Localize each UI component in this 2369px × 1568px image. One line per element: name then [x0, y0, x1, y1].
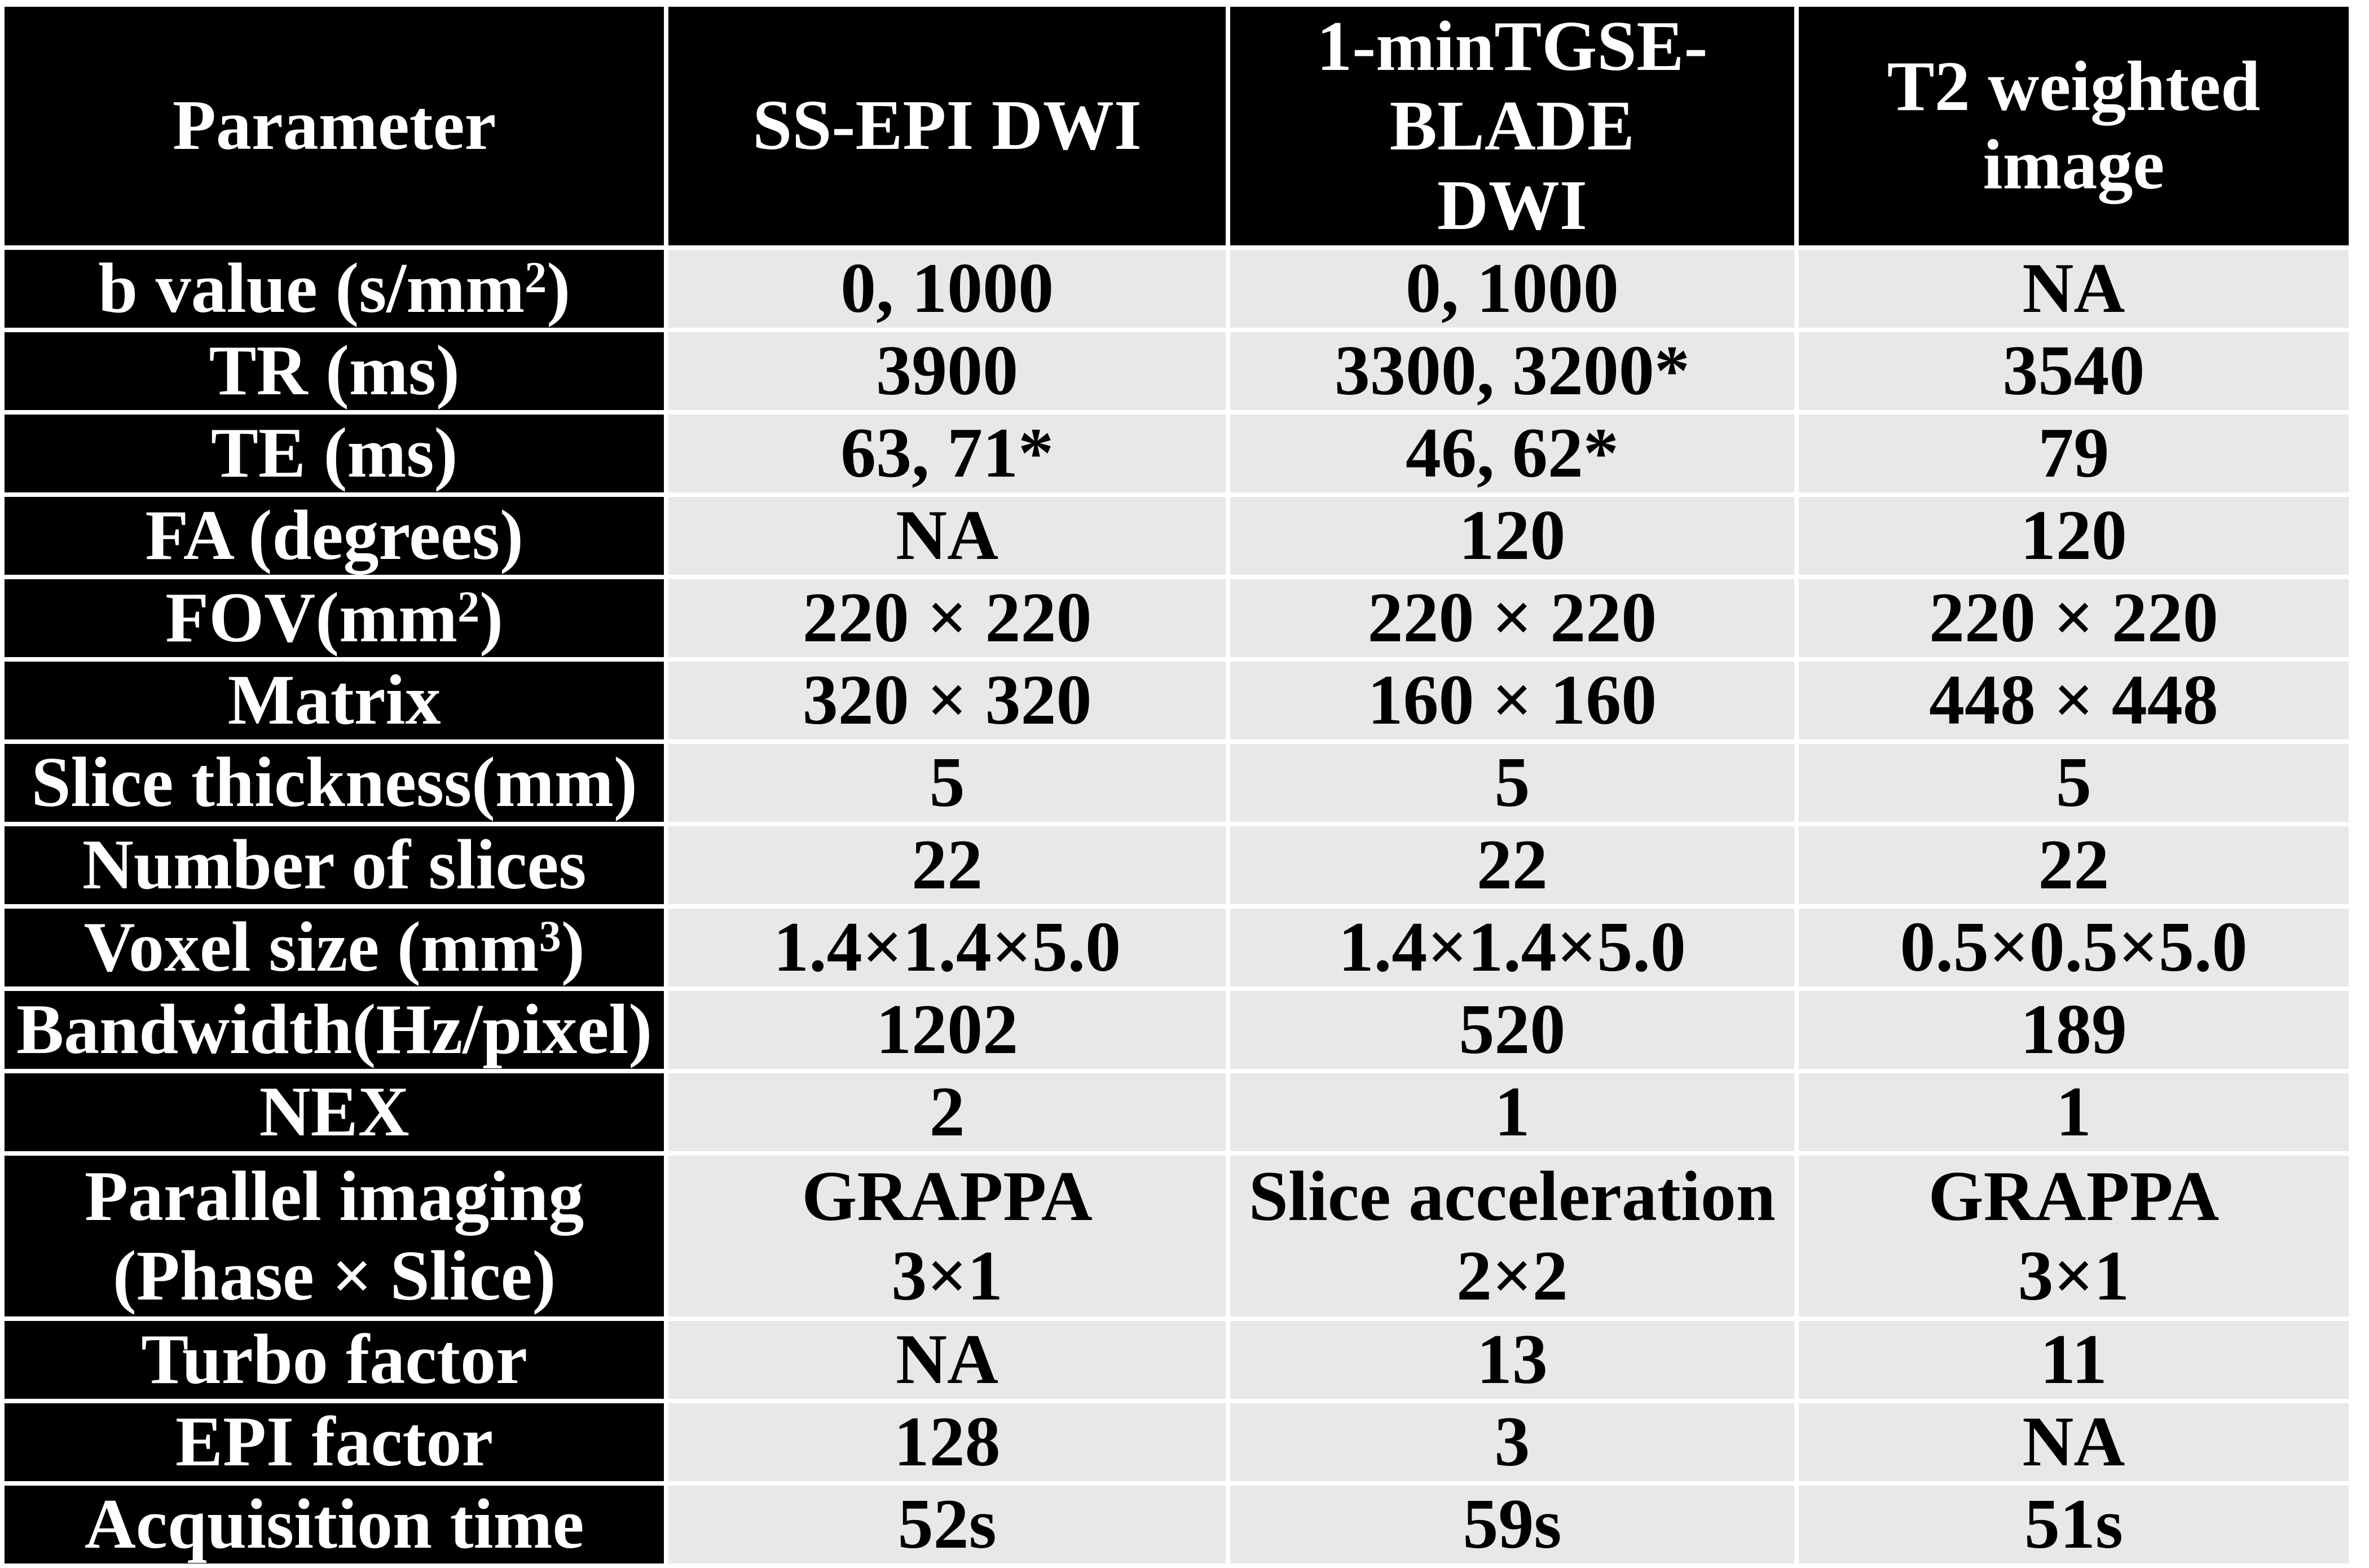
param-label: Parallel imaging (Phase × Slice) [5, 1156, 664, 1317]
value-cell: 1.4×1.4×5.0 [668, 909, 1226, 987]
row-fov: FOV(mm2) 220 × 220 220 × 220 220 × 220 [5, 579, 2349, 658]
value-cell: 22 [1230, 826, 1794, 905]
value-cell: 3300, 3200* [1230, 332, 1794, 411]
row-matrix: Matrix 320 × 320 160 × 160 448 × 448 [5, 662, 2349, 740]
value-cell: NA [1798, 1403, 2349, 1482]
value-cell: 5 [1230, 744, 1794, 822]
value-cell: 448 × 448 [1798, 662, 2349, 740]
value-cell: 320 × 320 [668, 662, 1226, 740]
param-label: TE (ms) [5, 415, 664, 493]
value-cell: 2 [668, 1073, 1226, 1152]
value-cell: 189 [1798, 991, 2349, 1069]
value-cell: Slice acceleration 2×2 [1230, 1156, 1794, 1317]
row-epi-factor: EPI factor 128 3 NA [5, 1403, 2349, 1482]
value-cell: 3900 [668, 332, 1226, 411]
value-cell: 1202 [668, 991, 1226, 1069]
value-cell: 63, 71* [668, 415, 1226, 493]
param-label: NEX [5, 1073, 664, 1152]
value-cell: 3 [1230, 1403, 1794, 1482]
value-cell: 52s [668, 1486, 1226, 1564]
row-turbo-factor: Turbo factor NA 13 11 [5, 1321, 2349, 1399]
row-number-of-slices: Number of slices 22 22 22 [5, 826, 2349, 905]
value-cell: 220 × 220 [1230, 579, 1794, 658]
row-fa: FA (degrees) NA 120 120 [5, 497, 2349, 575]
value-cell: 120 [1230, 497, 1794, 575]
param-label: b value (s/mm2) [5, 250, 664, 328]
param-label: Matrix [5, 662, 664, 740]
header-line-1: 1-minTGSE-BLADE [1316, 7, 1708, 166]
value-cell: 1 [1798, 1073, 2349, 1152]
value-cell: 220 × 220 [1798, 579, 2349, 658]
row-tr: TR (ms) 3900 3300, 3200* 3540 [5, 332, 2349, 411]
value-cell: 1.4×1.4×5.0 [1230, 909, 1794, 987]
value-cell: GRAPPA 3×1 [668, 1156, 1226, 1317]
value-cell: 5 [668, 744, 1226, 822]
header-line-2: DWI [1437, 166, 1587, 245]
header-row: Parameter SS-EPI DWI 1-minTGSE-BLADE DWI… [5, 7, 2349, 246]
param-label: Acquisition time [5, 1486, 664, 1564]
value-cell: 0, 1000 [668, 250, 1226, 328]
value-cell: NA [668, 497, 1226, 575]
value-cell: 520 [1230, 991, 1794, 1069]
value-cell: 128 [668, 1403, 1226, 1482]
param-label: TR (ms) [5, 332, 664, 411]
value-cell: 1 [1230, 1073, 1794, 1152]
param-label: Turbo factor [5, 1321, 664, 1399]
param-label: FA (degrees) [5, 497, 664, 575]
value-cell: 46, 62* [1230, 415, 1794, 493]
value-cell: NA [668, 1321, 1226, 1399]
value-cell: 79 [1798, 415, 2349, 493]
row-acquisition-time: Acquisition time 52s 59s 51s [5, 1486, 2349, 1564]
row-parallel-imaging: Parallel imaging (Phase × Slice) GRAPPA … [5, 1156, 2349, 1317]
col-header-t2-weighted: T2 weighted image [1798, 7, 2349, 246]
value-cell: 59s [1230, 1486, 1794, 1564]
row-voxel-size: Voxel size (mm3) 1.4×1.4×5.0 1.4×1.4×5.0… [5, 909, 2349, 987]
row-b-value: b value (s/mm2) 0, 1000 0, 1000 NA [5, 250, 2349, 328]
superscript: 3 [539, 911, 561, 961]
param-label: Slice thickness(mm) [5, 744, 664, 822]
col-header-tgse-blade-dwi: 1-minTGSE-BLADE DWI [1230, 7, 1794, 246]
value-cell: 0, 1000 [1230, 250, 1794, 328]
param-label: Voxel size (mm3) [5, 909, 664, 987]
value-cell: 220 × 220 [668, 579, 1226, 658]
row-nex: NEX 2 1 1 [5, 1073, 2349, 1152]
value-cell: 51s [1798, 1486, 2349, 1564]
value-cell: 5 [1798, 744, 2349, 822]
value-cell: 0.5×0.5×5.0 [1798, 909, 2349, 987]
param-label: Number of slices [5, 826, 664, 905]
param-label: EPI factor [5, 1403, 664, 1482]
col-header-ss-epi-dwi: SS-EPI DWI [668, 7, 1226, 246]
superscript: 2 [457, 582, 480, 632]
value-cell: 13 [1230, 1321, 1794, 1399]
superscript: 2 [525, 253, 547, 302]
value-cell: 22 [1798, 826, 2349, 905]
row-slice-thickness: Slice thickness(mm) 5 5 5 [5, 744, 2349, 822]
value-cell: 11 [1798, 1321, 2349, 1399]
value-cell: GRAPPA 3×1 [1798, 1156, 2349, 1317]
value-cell: NA [1798, 250, 2349, 328]
value-cell: 160 × 160 [1230, 662, 1794, 740]
col-header-parameter: Parameter [5, 7, 664, 246]
value-cell: 120 [1798, 497, 2349, 575]
row-bandwidth: Bandwidth(Hz/pixel) 1202 520 189 [5, 991, 2349, 1069]
row-te: TE (ms) 63, 71* 46, 62* 79 [5, 415, 2349, 493]
value-cell: 3540 [1798, 332, 2349, 411]
param-label: FOV(mm2) [5, 579, 664, 658]
param-label: Bandwidth(Hz/pixel) [5, 991, 664, 1069]
value-cell: 22 [668, 826, 1226, 905]
